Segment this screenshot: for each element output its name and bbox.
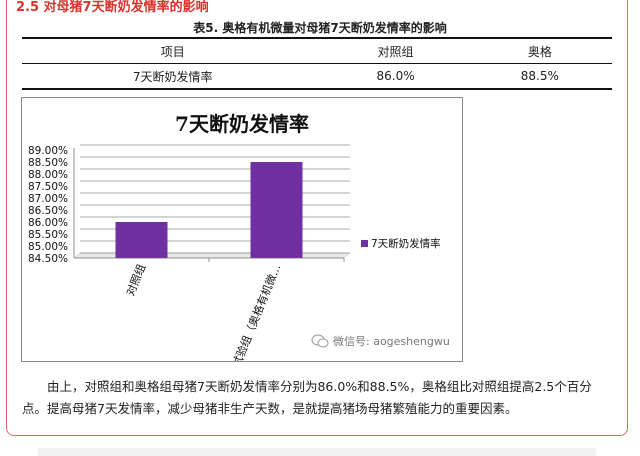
y-tick-label: 89.00% [28,145,68,157]
table-row: 7天断奶发情率 86.0% 88.5% [22,64,612,89]
y-tick-label: 88.50% [28,157,68,169]
y-tick-label: 87.00% [28,193,68,205]
chart-title: 7天断奶发情率 [175,112,309,136]
bar [115,222,168,258]
header-control: 对照组 [377,44,414,59]
wechat-icon [311,334,329,348]
legend-swatch [361,240,368,247]
chart-svg: 7天断奶发情率84.50%85.00%85.50%86.00%86.50%87.… [28,112,441,361]
y-tick-label: 86.50% [28,205,68,217]
cell-control: 86.0% [376,69,415,83]
results-table: 项目 对照组 奥格 7天断奶发情率 86.0% 88.5% [22,37,612,90]
conclusion-paragraph: 由上，对照组和奥格组母猪7天断奶发情率分别为86.0%和88.5%，奥格组比对照… [22,379,592,416]
wechat-text: 微信号: aogeshengwu [333,335,450,348]
y-tick-label: 84.50% [28,253,68,265]
table-header-row: 项目 对照组 奥格 [22,38,612,64]
cell-aoge: 88.5% [520,69,559,83]
y-tick-label: 85.50% [28,229,68,241]
table-caption: 表5. 奥格有机微量对母猪7天断奶发情率的影响 [193,21,447,35]
x-category-label: 试验组（奥格有机微… [229,262,283,361]
next-block [38,448,596,456]
y-tick-label: 87.50% [28,181,68,193]
wechat-watermark: 微信号: aogeshengwu [311,333,450,349]
y-tick-label: 88.00% [28,169,68,181]
y-tick-label: 86.00% [28,217,68,229]
bar-chart: 7天断奶发情率 84.50% 85.00% 85.50% 86.00% 86.50% 87.… [21,97,463,362]
bar [250,162,303,258]
cell-item: 7天断奶发情率 [132,69,213,84]
header-item: 项目 [160,44,185,59]
header-aoge: 奥格 [527,44,552,59]
y-tick-label: 85.00% [28,241,68,253]
section-title: 2.5 对母猪7天断奶发情率的影响 [16,0,209,15]
chart-floor [73,252,351,259]
legend-label: 7天断奶发情率 [371,237,441,250]
x-category-label: 对照组 [123,262,148,298]
